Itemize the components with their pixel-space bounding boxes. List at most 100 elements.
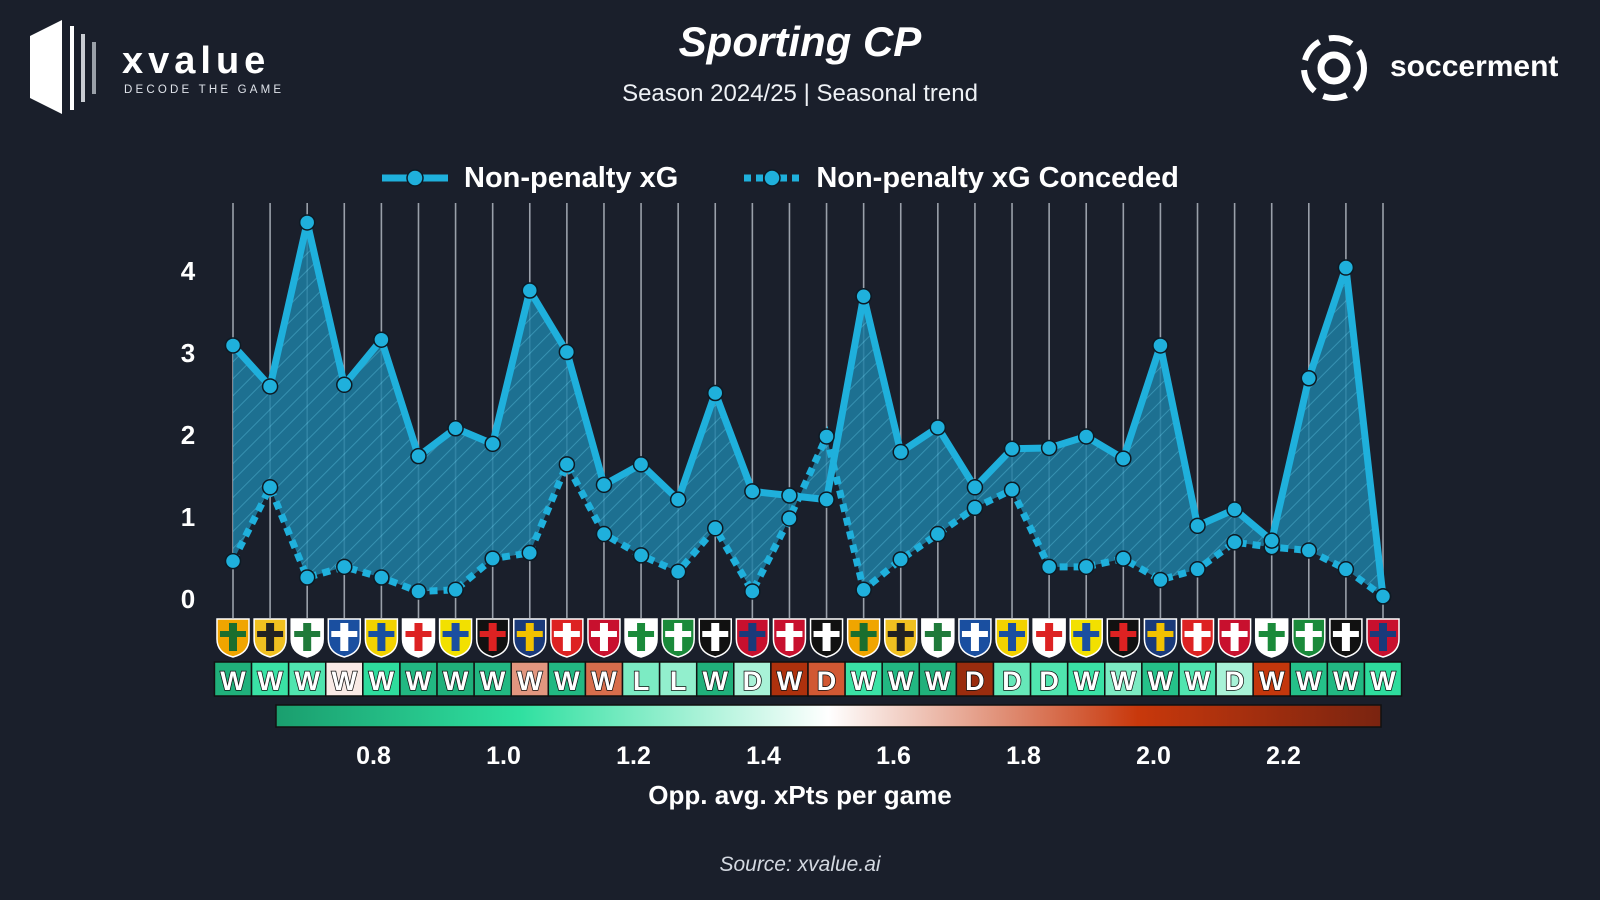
- point-npxg: [410, 447, 427, 465]
- result-label: W: [888, 666, 914, 696]
- point-npxg: [484, 435, 501, 453]
- arouca-crest-icon: [364, 618, 399, 658]
- point-npxg-conceded: [707, 520, 724, 537]
- point-npxg-conceded: [224, 552, 242, 570]
- result-label: W: [332, 666, 358, 696]
- result-label: D: [1225, 666, 1245, 696]
- point-npxg-conceded: [966, 499, 984, 517]
- result-cell: W: [324, 661, 364, 697]
- point-npxg-conceded: [1115, 550, 1132, 567]
- point-npxg-conceded: [892, 551, 909, 568]
- result-label: D: [1002, 666, 1022, 696]
- point-npxg-conceded: [484, 550, 501, 567]
- result-label: D: [817, 666, 837, 696]
- santa-clara-crest-icon: [1254, 618, 1289, 658]
- result-cell: D: [1215, 661, 1254, 697]
- point-npxg: [336, 376, 353, 394]
- boavista-crest-icon: [1329, 618, 1363, 658]
- y-tick-label: 0: [181, 584, 195, 614]
- result-cell: W: [436, 661, 475, 697]
- xvalue-brand: xvalue DECODE THE GAME: [26, 18, 286, 118]
- result-cell: W: [510, 661, 550, 697]
- point-npxg-conceded: [1189, 561, 1206, 578]
- result-cell: W: [1326, 661, 1366, 697]
- result-label: W: [1148, 666, 1174, 696]
- result-cell: W: [547, 661, 587, 697]
- xg-difference-area-fill: [233, 222, 1383, 597]
- result-label: W: [554, 666, 580, 696]
- afs-crest-icon: [1032, 618, 1066, 658]
- result-label: W: [1333, 666, 1359, 696]
- result-cell: D: [807, 661, 846, 697]
- point-npxg-conceded: [1226, 533, 1243, 551]
- colorbar-tick-label: 1.2: [616, 742, 651, 770]
- colorbar-tick-label: 1.6: [876, 742, 911, 770]
- point-npxg: [1003, 440, 1021, 458]
- point-npxg: [1226, 501, 1243, 518]
- result-cell: W: [1289, 661, 1329, 697]
- santa-clara-crest-icon: [1180, 618, 1215, 658]
- result-cell: W: [1104, 661, 1143, 697]
- result-cell: D: [955, 661, 995, 697]
- result-cell: W: [399, 661, 438, 697]
- result-cell: W: [362, 661, 401, 697]
- result-label: W: [703, 666, 729, 696]
- point-npxg: [1337, 259, 1355, 276]
- result-label: W: [925, 666, 951, 696]
- estoril-crest-icon: [438, 618, 473, 658]
- result-label: L: [633, 666, 650, 696]
- estoril-crest-icon: [1069, 618, 1103, 658]
- point-npxg: [818, 491, 835, 508]
- y-tick-label: 2: [181, 420, 195, 450]
- result-cell: W: [473, 661, 512, 697]
- result-label: W: [1185, 666, 1211, 696]
- result-cell: W: [1363, 661, 1403, 697]
- colorbar-tick-label: 2.0: [1136, 742, 1171, 770]
- colorbar-tick-label: 1.4: [746, 742, 781, 770]
- result-cell: W: [250, 661, 290, 697]
- colorbar-tick-label: 1.0: [486, 742, 521, 770]
- arouca-crest-icon: [995, 618, 1029, 658]
- result-cell: W: [1252, 661, 1292, 697]
- point-npxg-conceded: [781, 510, 798, 527]
- dotted-line-marker-icon: [744, 169, 801, 187]
- point-npxg: [892, 443, 909, 461]
- point-npxg-conceded: [929, 525, 947, 543]
- legend-label-npxg: Non-penalty xG: [464, 161, 679, 194]
- soccerment-brand: soccerment: [1296, 30, 1586, 110]
- point-npxg: [707, 384, 724, 402]
- result-label: L: [670, 666, 687, 696]
- point-npxg: [1115, 450, 1132, 467]
- point-npxg-conceded: [632, 547, 650, 564]
- result-cell: W: [918, 661, 958, 697]
- braga-crest-icon: [1217, 618, 1252, 658]
- result-cell: W: [584, 661, 624, 697]
- casa-pia-crest-icon: [475, 618, 510, 658]
- nacional-crest-icon: [883, 618, 918, 658]
- point-npxg-conceded: [336, 558, 353, 576]
- point-npxg: [595, 476, 613, 494]
- result-cell: W: [287, 661, 327, 697]
- point-npxg: [1374, 588, 1392, 605]
- point-npxg: [298, 214, 316, 231]
- point-npxg-conceded: [558, 456, 576, 473]
- result-cell: W: [770, 661, 809, 697]
- result-label: W: [591, 666, 617, 696]
- result-label: W: [777, 666, 803, 696]
- rio-ave-crest-icon: [846, 618, 881, 658]
- result-label: W: [443, 666, 469, 696]
- solid-line-marker-icon: [382, 169, 448, 187]
- result-label: D: [965, 666, 985, 696]
- result-label: W: [257, 666, 283, 696]
- gil-vicente-crest-icon: [1366, 618, 1400, 658]
- result-cell: D: [733, 661, 772, 697]
- point-npxg-conceded: [410, 583, 427, 600]
- point-npxg: [447, 420, 464, 437]
- point-npxg: [558, 343, 576, 361]
- point-npxg-conceded: [1300, 542, 1318, 559]
- point-npxg: [373, 331, 390, 348]
- point-npxg-conceded: [744, 583, 761, 600]
- point-npxg-conceded: [373, 569, 390, 586]
- point-npxg: [669, 491, 687, 508]
